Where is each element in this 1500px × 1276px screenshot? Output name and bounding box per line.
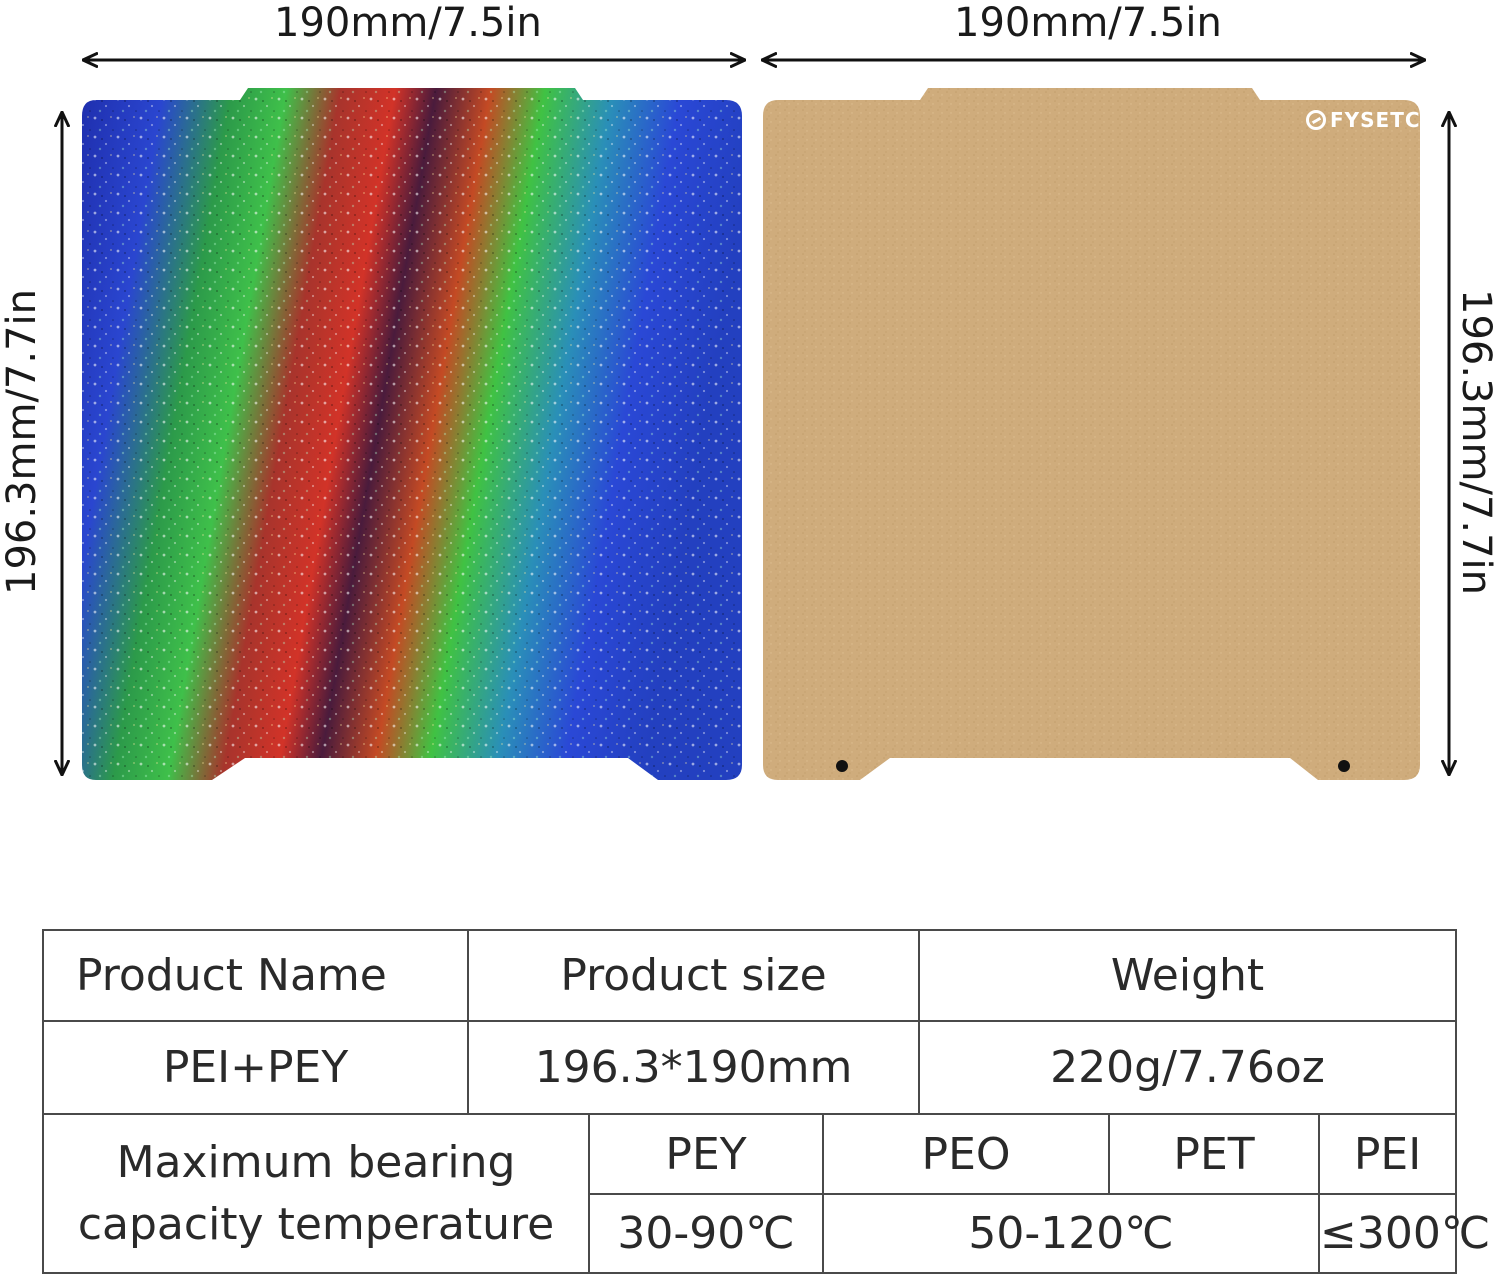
temperature-label-line1: Maximum bearing bbox=[116, 1136, 516, 1188]
table-row: PEI+PEY 196.3*190mm 220g/7.76oz bbox=[41, 1020, 1458, 1115]
header-weight: Weight bbox=[918, 929, 1458, 1022]
material-pei: PEI bbox=[1318, 1113, 1458, 1195]
table-row: Maximum bearing capacity temperature PEY… bbox=[41, 1113, 1458, 1274]
material-peo: PEO bbox=[822, 1113, 1111, 1195]
brand-logo-text: FYSETC bbox=[1330, 108, 1421, 132]
width-label-right: 190mm/7.5in bbox=[954, 0, 1222, 46]
table-row: 30-90℃ 50-120℃ ≤300℃ bbox=[43, 1193, 1490, 1274]
material-pey: PEY bbox=[588, 1113, 825, 1195]
holographic-plate bbox=[82, 88, 742, 780]
temperature-label: Maximum bearing capacity temperature bbox=[41, 1113, 591, 1274]
header-product-name: Product Name bbox=[41, 929, 470, 1022]
value-weight: 220g/7.76oz bbox=[918, 1020, 1458, 1115]
height-label-left: 196.3mm/7.7in bbox=[0, 289, 45, 595]
temperature-label-line2: capacity temperature bbox=[77, 1198, 555, 1250]
spec-table: Product Name Product size Weight PEI+PEY… bbox=[41, 929, 1490, 1274]
plates-illustration bbox=[0, 0, 1500, 780]
brand-logo: FYSETC bbox=[1306, 108, 1421, 132]
range-pei: ≤300℃ bbox=[1318, 1193, 1490, 1274]
table-row: Product Name Product size Weight bbox=[41, 929, 1458, 1022]
value-product-name: PEI+PEY bbox=[41, 1020, 470, 1115]
width-label-left: 190mm/7.5in bbox=[274, 0, 542, 46]
material-pet: PET bbox=[1108, 1113, 1321, 1195]
logo-icon bbox=[1306, 110, 1326, 130]
mounting-hole-right bbox=[1338, 760, 1350, 772]
value-product-size: 196.3*190mm bbox=[467, 1020, 921, 1115]
mounting-hole-left bbox=[836, 760, 848, 772]
range-peo-pet: 50-120℃ bbox=[822, 1193, 1321, 1274]
height-label-right: 196.3mm/7.7in bbox=[1453, 289, 1499, 595]
range-pey: 30-90℃ bbox=[588, 1193, 825, 1274]
textured-gold-plate bbox=[763, 88, 1420, 780]
header-product-size: Product size bbox=[467, 929, 921, 1022]
